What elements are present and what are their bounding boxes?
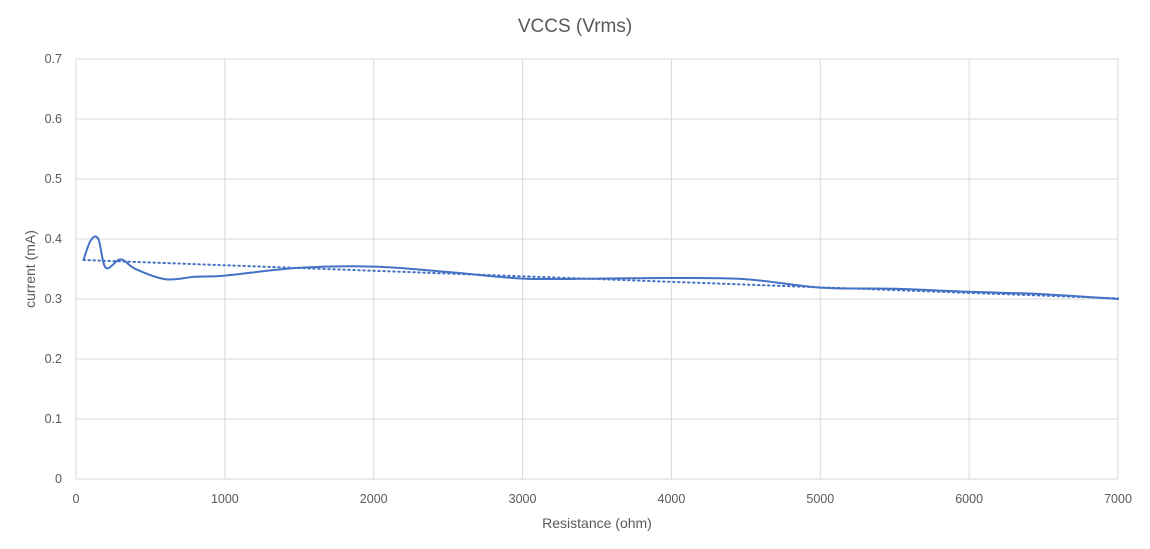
- x-axis-label: Resistance (ohm): [542, 515, 652, 531]
- x-tick-label: 1000: [211, 492, 239, 506]
- series-line: [82, 235, 1119, 300]
- series-layer: [82, 235, 1119, 300]
- x-tick-label: 7000: [1104, 492, 1132, 506]
- y-tick-label: 0.5: [45, 172, 62, 186]
- x-tick-label: 4000: [658, 492, 686, 506]
- tick-layer: 0 0.1 0.2 0.3 0.4 0.5 0.6 0.7 0 1000 2000 3000 4000 5…: [45, 52, 1132, 506]
- y-tick-label: 0.4: [45, 232, 62, 246]
- x-tick-label: 2000: [360, 492, 388, 506]
- x-tick-label: 3000: [509, 492, 537, 506]
- y-tick-label: 0.6: [45, 112, 62, 126]
- chart-title: VCCS (Vrms): [518, 16, 632, 37]
- y-tick-label: 0: [55, 472, 62, 486]
- y-tick-label: 0.1: [45, 412, 62, 426]
- y-tick-label: 0.3: [45, 292, 62, 306]
- grid-layer: [75, 58, 1119, 480]
- y-axis-label: current (mA): [22, 230, 38, 308]
- x-tick-label: 0: [73, 492, 80, 506]
- y-tick-label: 0.2: [45, 352, 62, 366]
- x-tick-label: 6000: [955, 492, 983, 506]
- y-tick-label: 0.7: [45, 52, 62, 66]
- x-tick-label: 5000: [806, 492, 834, 506]
